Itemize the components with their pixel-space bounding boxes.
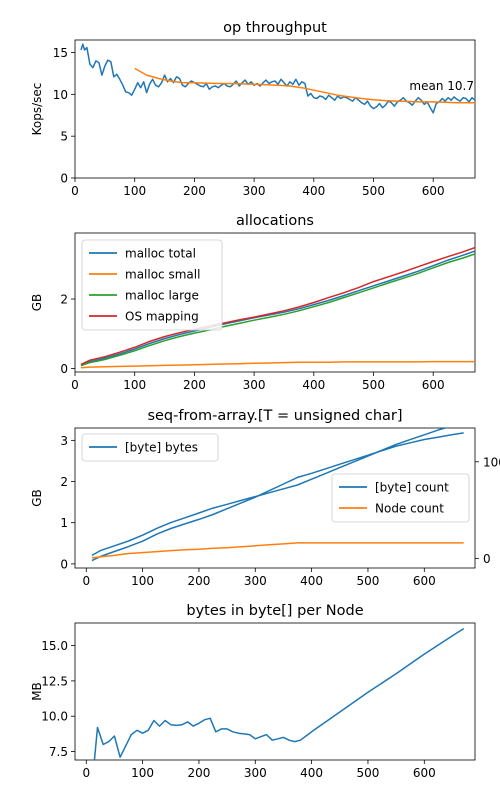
x-tick-label: 300	[244, 574, 267, 588]
y-tick-label: 0	[60, 172, 68, 186]
y-tick-label: 10.0	[41, 710, 68, 724]
y-axis-label: MB	[30, 682, 44, 701]
x-tick-label: 100	[123, 378, 146, 392]
panel-4: bytes in byte[] per Node MB 0 100 200 300 400 5…	[30, 603, 476, 780]
x-tick-label: 400	[302, 378, 325, 392]
legend-label: malloc total	[125, 247, 196, 261]
mean-annotation: mean 10.7	[409, 79, 474, 93]
y-axis-label: GB	[30, 294, 44, 312]
x-tick-label: 300	[244, 766, 267, 780]
chart-title: bytes in byte[] per Node	[186, 603, 363, 619]
x-tick-label: 300	[243, 184, 266, 198]
series-line-2	[80, 360, 475, 369]
left-series-line	[91, 432, 464, 562]
y-tick-label: 2	[60, 475, 68, 489]
y-tick-label: 7.5	[49, 745, 68, 759]
axes-frame	[74, 427, 476, 569]
chart-title: seq-from-array.[T = unsigned char]	[147, 408, 402, 424]
legend-box	[81, 239, 223, 331]
x-tick-label: 0	[82, 766, 90, 780]
y2-tick-label: 0	[483, 552, 491, 566]
series-line-1	[93, 627, 465, 760]
legend-label: malloc large	[125, 289, 199, 303]
chart-title: allocations	[236, 213, 314, 229]
series-line-3	[80, 253, 475, 367]
right-series-line-2	[91, 542, 464, 559]
x-tick-label: 500	[357, 574, 380, 588]
y-tick-label: 3	[60, 434, 68, 448]
x-tick-label: 200	[183, 184, 206, 198]
legend-label: malloc small	[125, 268, 200, 282]
y-axis-label: Kops/sec	[30, 83, 44, 136]
x-tick-label: 400	[302, 184, 325, 198]
x-tick-label: 200	[187, 766, 210, 780]
y-tick-label: 12.5	[41, 674, 68, 688]
panel-3: seq-from-array.[T = unsigned char]GB0 100…	[30, 408, 500, 588]
legend-label: [byte] bytes	[125, 441, 198, 455]
series-line-4	[80, 246, 475, 366]
x-tick-label: 500	[362, 184, 385, 198]
y-tick-label: 15.0	[41, 639, 68, 653]
legend-label: Node count	[375, 502, 444, 516]
series-line-1	[80, 250, 475, 366]
x-tick-label: 600	[413, 766, 436, 780]
x-tick-label: 500	[362, 378, 385, 392]
panel-2: allocations GB 0 100 200 300 400 500 600 0 2 malloc…	[30, 213, 476, 392]
y-tick-label: 2	[60, 293, 68, 307]
x-tick-label: 0	[71, 184, 79, 198]
axes-frame	[74, 232, 476, 373]
y-tick-label: 5	[60, 130, 68, 144]
x-tick-label: 0	[71, 378, 79, 392]
x-tick-label: 600	[413, 574, 436, 588]
x-tick-label: 100	[131, 766, 154, 780]
legend-label: OS mapping	[125, 310, 199, 324]
x-tick-label: 600	[422, 378, 445, 392]
series-line-1	[80, 43, 475, 114]
y-tick-label: 10	[53, 88, 68, 102]
x-tick-label: 200	[183, 378, 206, 392]
right-series-line-1	[91, 428, 449, 557]
axes-frame	[74, 622, 476, 761]
x-tick-label: 0	[82, 574, 90, 588]
y-tick-label: 1	[60, 516, 68, 530]
x-tick-label: 100	[131, 574, 154, 588]
x-tick-label: 300	[243, 378, 266, 392]
y-tick-label: 15	[53, 46, 68, 60]
series-line-2	[134, 67, 475, 104]
x-tick-label: 400	[300, 766, 323, 780]
x-tick-label: 600	[422, 184, 445, 198]
legend-box	[81, 433, 219, 462]
x-tick-label: 500	[357, 766, 380, 780]
legend-label: [byte] count	[375, 481, 449, 495]
axes-frame	[74, 39, 476, 179]
y-axis-label: GB	[30, 489, 44, 507]
x-tick-label: 100	[123, 184, 146, 198]
x-tick-label: 200	[187, 574, 210, 588]
chart-title: op throughput	[223, 20, 327, 36]
legend-box	[331, 473, 470, 523]
y-tick-label: 0	[60, 557, 68, 571]
y-tick-label: 0	[60, 362, 68, 376]
y2-tick-label: 100	[483, 455, 500, 469]
x-tick-label: 400	[300, 574, 323, 588]
